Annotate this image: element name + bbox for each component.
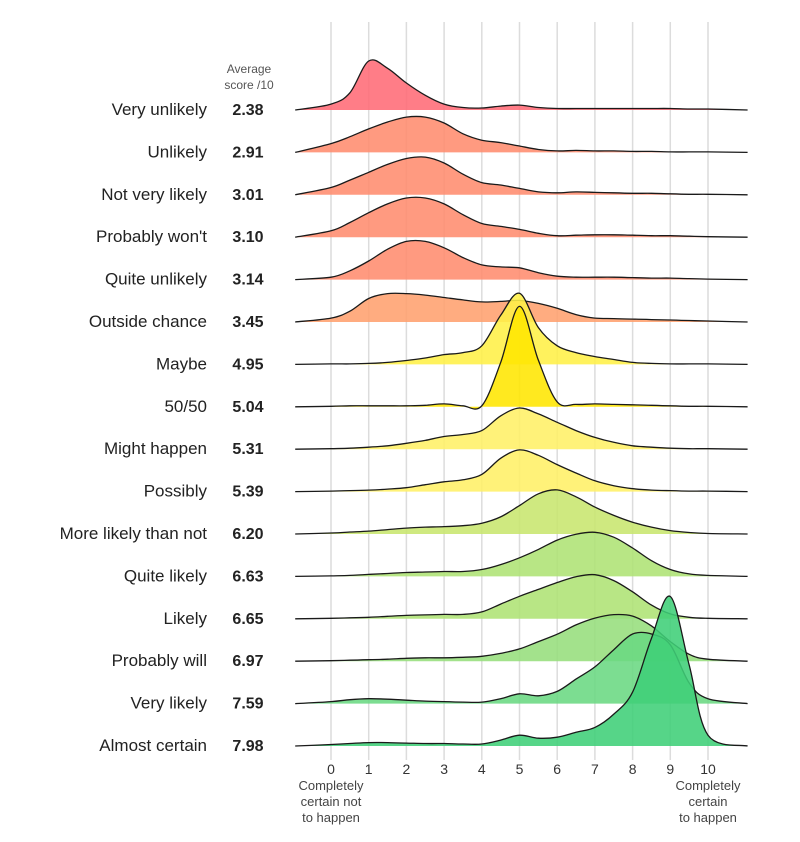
ridge-outline: [295, 196, 748, 238]
ridge-unlikely: [295, 115, 748, 154]
x-end-label-right-line-1: Completely: [675, 778, 741, 793]
row-label: Not very likely: [101, 185, 207, 204]
ridge-area: [295, 489, 748, 534]
ridge-area: [295, 156, 748, 195]
ridge-not-very-likely: [295, 156, 748, 196]
row-labels: Very unlikely 2.38 Unlikely 2.91 Not very li…: [60, 100, 264, 755]
ridge-area: [295, 574, 748, 619]
ridge-more-likely-than-not: [295, 489, 748, 535]
ridge-area: [295, 596, 748, 746]
ridge-possibly: [295, 449, 748, 493]
ridge-likely: [295, 573, 748, 620]
row-average-score: 5.31: [232, 441, 263, 458]
row-average-score: 6.65: [232, 611, 263, 628]
ridge-might-happen: [295, 407, 748, 450]
ridge-quite-likely: [295, 531, 748, 578]
ridge-area: [295, 306, 748, 410]
row-label: Probably won't: [96, 227, 207, 246]
ridge-outline: [295, 59, 748, 111]
x-tick-label-8: 8: [629, 761, 637, 777]
x-tick-label-7: 7: [591, 761, 599, 777]
row-label: More likely than not: [60, 524, 208, 543]
ridge-area: [295, 449, 748, 492]
x-tick-label-0: 0: [327, 761, 335, 777]
ridge-area: [295, 197, 748, 238]
ridge-area: [295, 532, 748, 577]
x-end-label-left-line-2: certain not: [301, 794, 362, 809]
ridge-outline: [295, 156, 748, 196]
ridge-outline: [295, 489, 748, 535]
ridge-outline: [295, 239, 748, 281]
ridge-outline: [295, 449, 748, 493]
score-header-line-1: Average: [227, 62, 272, 76]
ridge-outline: [295, 292, 748, 366]
ridge-outline: [295, 573, 748, 620]
x-tick-label-2: 2: [403, 761, 411, 777]
ridge-area: [295, 240, 748, 280]
row-label: Probably will: [112, 651, 207, 670]
row-label: Almost certain: [99, 736, 207, 755]
ridge-outline: [295, 407, 748, 450]
row-average-score: 3.14: [232, 272, 263, 289]
x-tick-label-9: 9: [666, 761, 674, 777]
row-label: Likely: [164, 609, 208, 628]
x-tick-label-10: 10: [700, 761, 716, 777]
row-label: 50/50: [164, 397, 207, 416]
row-label: Quite unlikely: [105, 270, 208, 289]
ridges: [295, 59, 748, 747]
row-average-score: 3.45: [232, 314, 263, 331]
x-tick-label-3: 3: [440, 761, 448, 777]
row-average-score: 3.10: [232, 229, 263, 246]
row-average-score: 4.95: [232, 356, 263, 373]
row-average-score: 6.20: [232, 526, 263, 543]
x-tick-label-5: 5: [516, 761, 524, 777]
row-label: Quite likely: [124, 566, 208, 585]
row-average-score: 7.59: [232, 696, 263, 713]
x-tick-label-1: 1: [365, 761, 373, 777]
x-tick-label-4: 4: [478, 761, 486, 777]
row-average-score: 5.04: [232, 399, 263, 416]
row-label: Might happen: [104, 439, 207, 458]
x-end-label-right-line-2: certain: [688, 794, 727, 809]
row-average-score: 6.63: [232, 568, 263, 585]
x-end-label-right-line-3: to happen: [679, 810, 737, 825]
x-end-label-right: Completely certain to happen: [675, 778, 741, 825]
x-end-label-left-line-3: to happen: [302, 810, 360, 825]
ridge-outline: [295, 115, 748, 154]
ridge-50-50: [295, 305, 748, 410]
row-label: Possibly: [144, 482, 208, 501]
row-label: Unlikely: [147, 142, 207, 161]
ridge-quite-unlikely: [295, 239, 748, 281]
ridge-very-unlikely: [295, 59, 748, 111]
score-header-line-2: score /10: [224, 78, 274, 92]
x-end-label-left-line-1: Completely: [298, 778, 364, 793]
row-average-score: 2.91: [232, 144, 263, 161]
ridge-area: [295, 116, 748, 153]
ridge-area: [295, 407, 748, 450]
ridge-probably-won-t: [295, 196, 748, 238]
x-end-label-left: Completely certain not to happen: [298, 778, 364, 825]
row-label: Very unlikely: [112, 100, 208, 119]
row-label: Outside chance: [89, 312, 207, 331]
row-average-score: 7.98: [232, 738, 263, 755]
x-axis-ticks: 0 1 2 3 4 5 6 7 8 9 10: [327, 761, 716, 777]
x-tick-label-6: 6: [553, 761, 561, 777]
row-average-score: 5.39: [232, 484, 263, 501]
row-average-score: 2.38: [232, 102, 263, 119]
ridge-almost-certain: [295, 595, 748, 747]
ridge-area: [295, 59, 748, 110]
row-average-score: 3.01: [232, 187, 263, 204]
ridge-outline: [295, 305, 748, 410]
ridge-area: [295, 632, 748, 704]
row-label: Maybe: [156, 354, 207, 373]
ridge-outline: [295, 595, 748, 747]
ridge-outline: [295, 531, 748, 578]
row-label: Very likely: [130, 694, 207, 713]
row-average-score: 6.97: [232, 653, 263, 670]
